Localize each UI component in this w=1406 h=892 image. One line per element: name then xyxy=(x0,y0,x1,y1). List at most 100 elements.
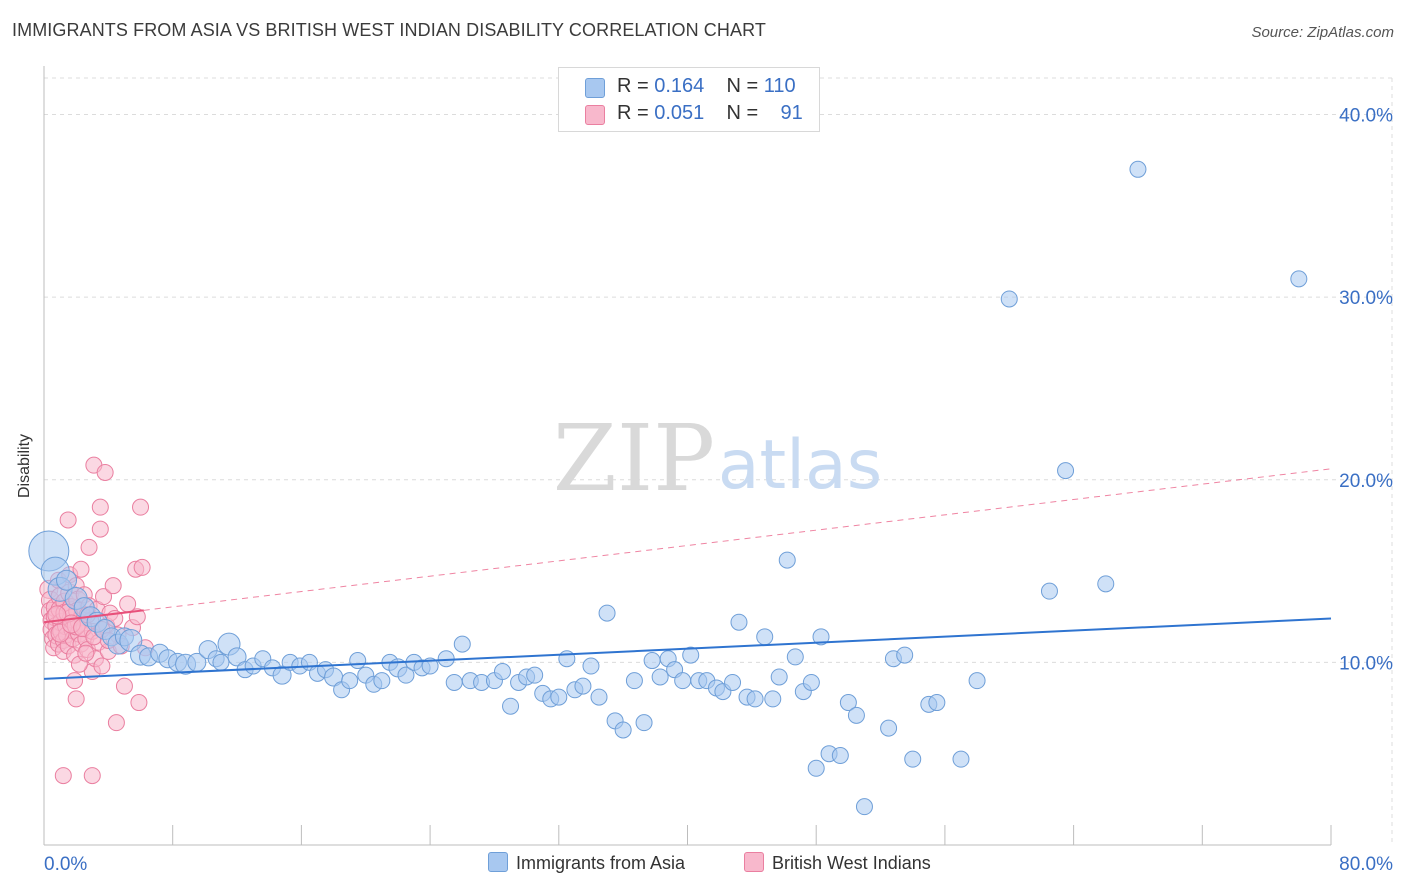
trend-lines xyxy=(43,468,1332,680)
legend-r-label: R = xyxy=(617,75,649,97)
asia-point xyxy=(756,628,774,646)
legend-r-value: 0.164 xyxy=(654,75,705,97)
asia-point xyxy=(526,666,544,684)
legend-n-value: 91 xyxy=(780,102,803,124)
bwi-point xyxy=(66,672,84,690)
bwi-point xyxy=(104,577,122,595)
asia-point xyxy=(635,714,653,732)
bwi-trend-line-dashed xyxy=(143,468,1332,611)
bwi-point xyxy=(91,520,109,538)
asia-point xyxy=(839,694,857,712)
legend-item-asia: Immigrants from Asia xyxy=(488,852,685,874)
asia-point xyxy=(582,657,600,675)
bwi-point xyxy=(95,588,113,606)
asia-point xyxy=(590,688,608,706)
bwi-point xyxy=(80,538,98,556)
bwi-point xyxy=(115,677,133,695)
asia-point xyxy=(928,694,946,712)
asia-point xyxy=(1040,582,1058,600)
immigrants-from-asia-points xyxy=(28,160,1308,816)
legend-swatch-asia xyxy=(488,852,508,872)
bwi-point xyxy=(54,767,72,785)
bwi-trend-line-solid xyxy=(43,609,144,624)
asia-point xyxy=(212,653,230,671)
asia-point xyxy=(812,628,830,646)
asia-point xyxy=(421,657,439,675)
asia-point xyxy=(341,672,359,690)
asia-point xyxy=(1057,462,1075,480)
x-tick-labels: 0.0% 80.0% xyxy=(44,854,1393,875)
asia-point xyxy=(651,668,669,686)
bwi-point xyxy=(77,644,95,662)
bwi-point xyxy=(130,694,148,712)
asia-point xyxy=(1129,160,1147,178)
bwi-point xyxy=(59,511,77,529)
asia-point xyxy=(1290,270,1308,288)
legend-r-label: R = xyxy=(617,102,649,124)
asia-point xyxy=(786,648,804,666)
asia-point xyxy=(770,668,788,686)
watermark-atlas: atlas xyxy=(718,426,882,505)
asia-point xyxy=(227,647,247,667)
x-tick-label-max: 80.0% xyxy=(1339,854,1393,875)
asia-point xyxy=(896,646,914,664)
asia-point xyxy=(1097,575,1115,593)
asia-point xyxy=(855,798,873,816)
asia-point xyxy=(904,750,922,768)
source-label: Source: ZipAtlas.com xyxy=(1251,24,1394,41)
legend-swatch-asia xyxy=(585,78,605,98)
x-tick-label-min: 0.0% xyxy=(44,854,87,875)
asia-point xyxy=(550,688,568,706)
y-tick-labels: 10.0% 20.0% 30.0% 40.0% xyxy=(1339,106,1393,675)
asia-point xyxy=(397,666,415,684)
watermark-zip: ZIP xyxy=(553,405,715,512)
y-axis-label: Disability xyxy=(16,433,33,498)
asia-point xyxy=(674,672,692,690)
legend-item-bwi: British West Indians xyxy=(744,852,931,874)
legend-r-value: 0.051 xyxy=(654,102,705,124)
bwi-point xyxy=(93,657,111,675)
chart-title: IMMIGRANTS FROM ASIA VS BRITISH WEST IND… xyxy=(12,20,766,40)
legend-n-value: 110 xyxy=(763,75,796,97)
asia-trend-line xyxy=(43,617,1332,680)
legend-n-label: N = xyxy=(726,102,759,124)
asia-point xyxy=(1000,290,1018,308)
asia-point xyxy=(614,721,632,739)
asia-point xyxy=(493,663,511,681)
asia-point xyxy=(952,750,970,768)
bwi-point xyxy=(83,767,101,785)
asia-point xyxy=(847,706,865,724)
asia-point xyxy=(598,604,616,622)
asia-point xyxy=(272,665,292,685)
asia-point xyxy=(502,697,520,715)
watermark: ZIP atlas xyxy=(553,405,882,512)
bwi-point xyxy=(91,498,109,516)
asia-point xyxy=(807,759,825,777)
asia-point xyxy=(730,613,748,631)
legend-label-bwi: British West Indians xyxy=(772,853,931,873)
axes xyxy=(43,66,1332,846)
bwi-point xyxy=(67,690,85,708)
legend-label-asia: Immigrants from Asia xyxy=(516,853,686,873)
correlation-legend: R = 0.164 N = 110 R = 0.051 N = 91 xyxy=(558,67,820,132)
asia-point xyxy=(968,672,986,690)
y-tick-label: 30.0% xyxy=(1339,288,1393,309)
asia-point xyxy=(746,690,764,708)
asia-point xyxy=(802,673,820,691)
bwi-point xyxy=(72,560,90,578)
asia-point xyxy=(453,635,471,653)
legend-swatch-bwi xyxy=(585,105,605,125)
asia-point xyxy=(880,719,898,737)
bwi-point xyxy=(96,463,114,481)
bwi-point xyxy=(128,608,146,626)
legend-n-label: N = xyxy=(726,75,759,97)
asia-point xyxy=(625,672,643,690)
bwi-point xyxy=(133,558,151,576)
asia-point xyxy=(643,652,661,670)
asia-point xyxy=(778,551,796,569)
legend-swatch-bwi xyxy=(744,852,764,872)
asia-point xyxy=(682,646,700,664)
asia-point xyxy=(56,569,78,591)
asia-point xyxy=(831,747,849,765)
